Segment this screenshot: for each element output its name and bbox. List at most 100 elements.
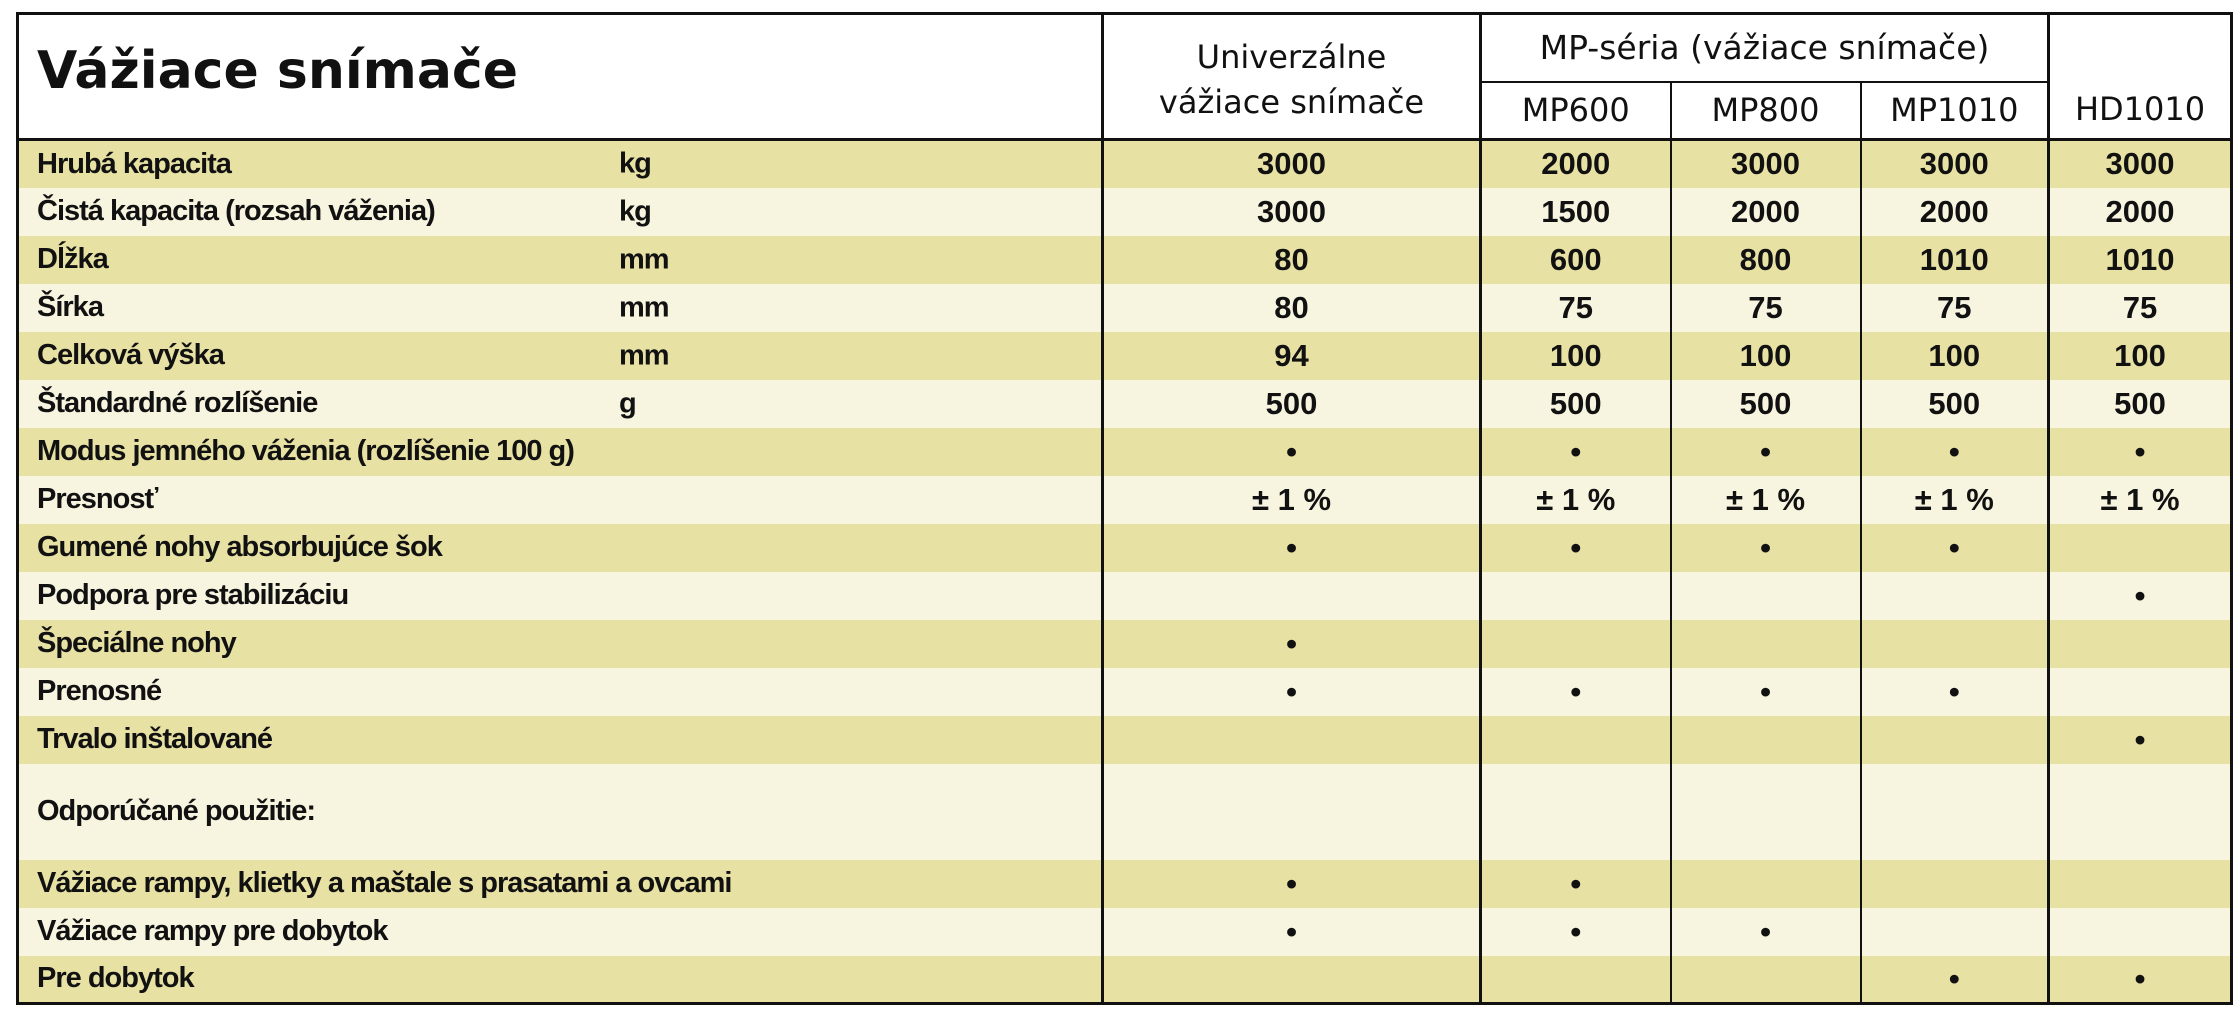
cell-mp1010 [1859, 763, 2049, 860]
row-label-cell: Modus jemného váženia (rozlíšenie 100 g) [17, 427, 1103, 476]
column-header-mp1010: MP1010 [1859, 81, 2049, 141]
row-unit: mm [619, 339, 670, 371]
row-label: Čistá kapacita (rozsah váženia) [37, 195, 436, 227]
table-row: Štandardné rozlíšenie g 500 500 500 500 500 [17, 379, 2232, 428]
cell-mp600: • [1479, 427, 1671, 476]
universal-line-2: vážiace snímače [1158, 82, 1425, 121]
cell-universal: • [1101, 907, 1481, 956]
cell-mp600: • [1479, 667, 1671, 716]
cell-mp800: • [1669, 667, 1861, 716]
cell-mp800: 800 [1669, 235, 1861, 284]
cell-mp800: 100 [1669, 331, 1861, 380]
cell-hd1010: ± 1 % [2047, 475, 2232, 524]
table-row: Celková výška mm 94 100 100 100 100 [17, 331, 2232, 380]
table-row: Presnosť ± 1 % ± 1 % ± 1 % ± 1 % ± 1 % [17, 475, 2232, 524]
cell-universal [1101, 955, 1481, 1004]
cell-universal: ± 1 % [1101, 475, 1481, 524]
cell-hd1010: 3000 [2047, 139, 2232, 188]
cell-hd1010: 100 [2047, 331, 2232, 380]
cell-mp1010 [1859, 907, 2049, 956]
cell-mp800 [1669, 763, 1861, 860]
cell-hd1010: • [2047, 571, 2232, 620]
table-row: Čistá kapacita (rozsah váženia) kg 3000 150… [17, 187, 2232, 236]
row-label-cell: Šírka mm [17, 283, 1103, 332]
row-label-cell: Celková výška mm [17, 331, 1103, 380]
cell-hd1010 [2047, 907, 2232, 956]
row-label: Šírka [37, 291, 104, 323]
cell-mp1010: 500 [1859, 379, 2049, 428]
row-label: Modus jemného váženia (rozlíšenie 100 g) [37, 435, 575, 467]
cell-mp1010: • [1859, 955, 2049, 1004]
cell-hd1010: • [2047, 955, 2232, 1004]
table-title: Vážiace snímače [17, 13, 1103, 141]
cell-hd1010: 2000 [2047, 187, 2232, 236]
cell-mp1010: 75 [1859, 283, 2049, 332]
row-label-cell: Vážiace rampy pre dobytok [17, 907, 1103, 956]
cell-mp600: ± 1 % [1479, 475, 1671, 524]
row-label-cell: Prenosné [17, 667, 1103, 716]
row-unit: mm [619, 243, 670, 275]
row-label: Odporúčané použitie: [37, 795, 316, 827]
column-group-mp-series: MP-séria (vážiace snímače) [1478, 13, 2049, 83]
universal-line-1: Univerzálne [1196, 37, 1387, 76]
column-header-universal: Univerzálne vážiace snímače [1101, 13, 1481, 141]
cell-mp600: • [1479, 907, 1671, 956]
row-label-cell: Vážiace rampy, klietky a maštale s prasa… [17, 859, 1103, 908]
cell-mp800 [1669, 955, 1861, 1004]
cell-mp800: ± 1 % [1669, 475, 1861, 524]
cell-hd1010 [2047, 763, 2232, 860]
cell-hd1010: • [2047, 427, 2232, 476]
cell-universal [1101, 571, 1481, 620]
row-label-cell: Trvalo inštalované [17, 715, 1103, 764]
cell-universal: 3000 [1101, 139, 1481, 188]
cell-hd1010: 1010 [2047, 235, 2232, 284]
row-label: Dĺžka [37, 243, 109, 275]
cell-mp600: 600 [1479, 235, 1671, 284]
row-label-cell: Štandardné rozlíšenie g [17, 379, 1103, 428]
row-label-cell: Pre dobytok [17, 955, 1103, 1004]
cell-universal: 80 [1101, 235, 1481, 284]
cell-mp1010: 2000 [1859, 187, 2049, 236]
cell-mp800: 2000 [1669, 187, 1861, 236]
cell-hd1010 [2047, 523, 2232, 572]
column-header-mp600: MP600 [1479, 81, 1671, 141]
table-row: Pre dobytok • • [17, 955, 2232, 1004]
cell-hd1010: 500 [2047, 379, 2232, 428]
table-row: Dĺžka mm 80 600 800 1010 1010 [17, 235, 2232, 284]
cell-universal: • [1101, 859, 1481, 908]
cell-mp600: 2000 [1479, 139, 1671, 188]
table-body: Hrubá kapacita kg 3000 2000 3000 3000 3000 Čist… [17, 139, 2232, 1004]
cell-universal [1101, 715, 1481, 764]
column-header-hd1010: HD1010 [2047, 13, 2232, 141]
cell-mp600 [1479, 763, 1671, 860]
cell-mp600: 1500 [1479, 187, 1671, 236]
cell-mp1010: ± 1 % [1859, 475, 2049, 524]
cell-mp600 [1479, 955, 1671, 1004]
cell-mp1010 [1859, 859, 2049, 908]
cell-mp800: 500 [1669, 379, 1861, 428]
row-unit: kg [619, 147, 652, 180]
table-row: Vážiace rampy, klietky a maštale s prasa… [17, 859, 2232, 908]
cell-universal [1101, 763, 1481, 860]
row-label-cell: Hrubá kapacita kg [17, 139, 1103, 188]
cell-mp600: 75 [1479, 283, 1671, 332]
cell-mp800: • [1669, 523, 1861, 572]
cell-mp1010 [1859, 571, 2049, 620]
cell-mp800: • [1669, 907, 1861, 956]
spec-table: Vážiace snímače Univerzálne vážiace sníma… [16, 12, 2234, 1005]
cell-mp600: • [1479, 859, 1671, 908]
cell-mp800 [1669, 715, 1861, 764]
cell-mp600 [1479, 571, 1671, 620]
cell-universal: 3000 [1101, 187, 1481, 236]
row-label: Prenosné [37, 675, 162, 707]
cell-mp1010: • [1859, 667, 2049, 716]
row-label-cell: Špeciálne nohy [17, 619, 1103, 668]
cell-universal: 500 [1101, 379, 1481, 428]
row-unit: kg [619, 195, 652, 227]
table-row: Gumené nohy absorbujúce šok • • • • [17, 523, 2232, 572]
cell-mp1010 [1859, 619, 2049, 668]
row-label-cell: Presnosť [17, 475, 1103, 524]
cell-hd1010 [2047, 667, 2232, 716]
cell-mp600: • [1479, 523, 1671, 572]
table-row: Modus jemného váženia (rozlíšenie 100 g)… [17, 427, 2232, 476]
